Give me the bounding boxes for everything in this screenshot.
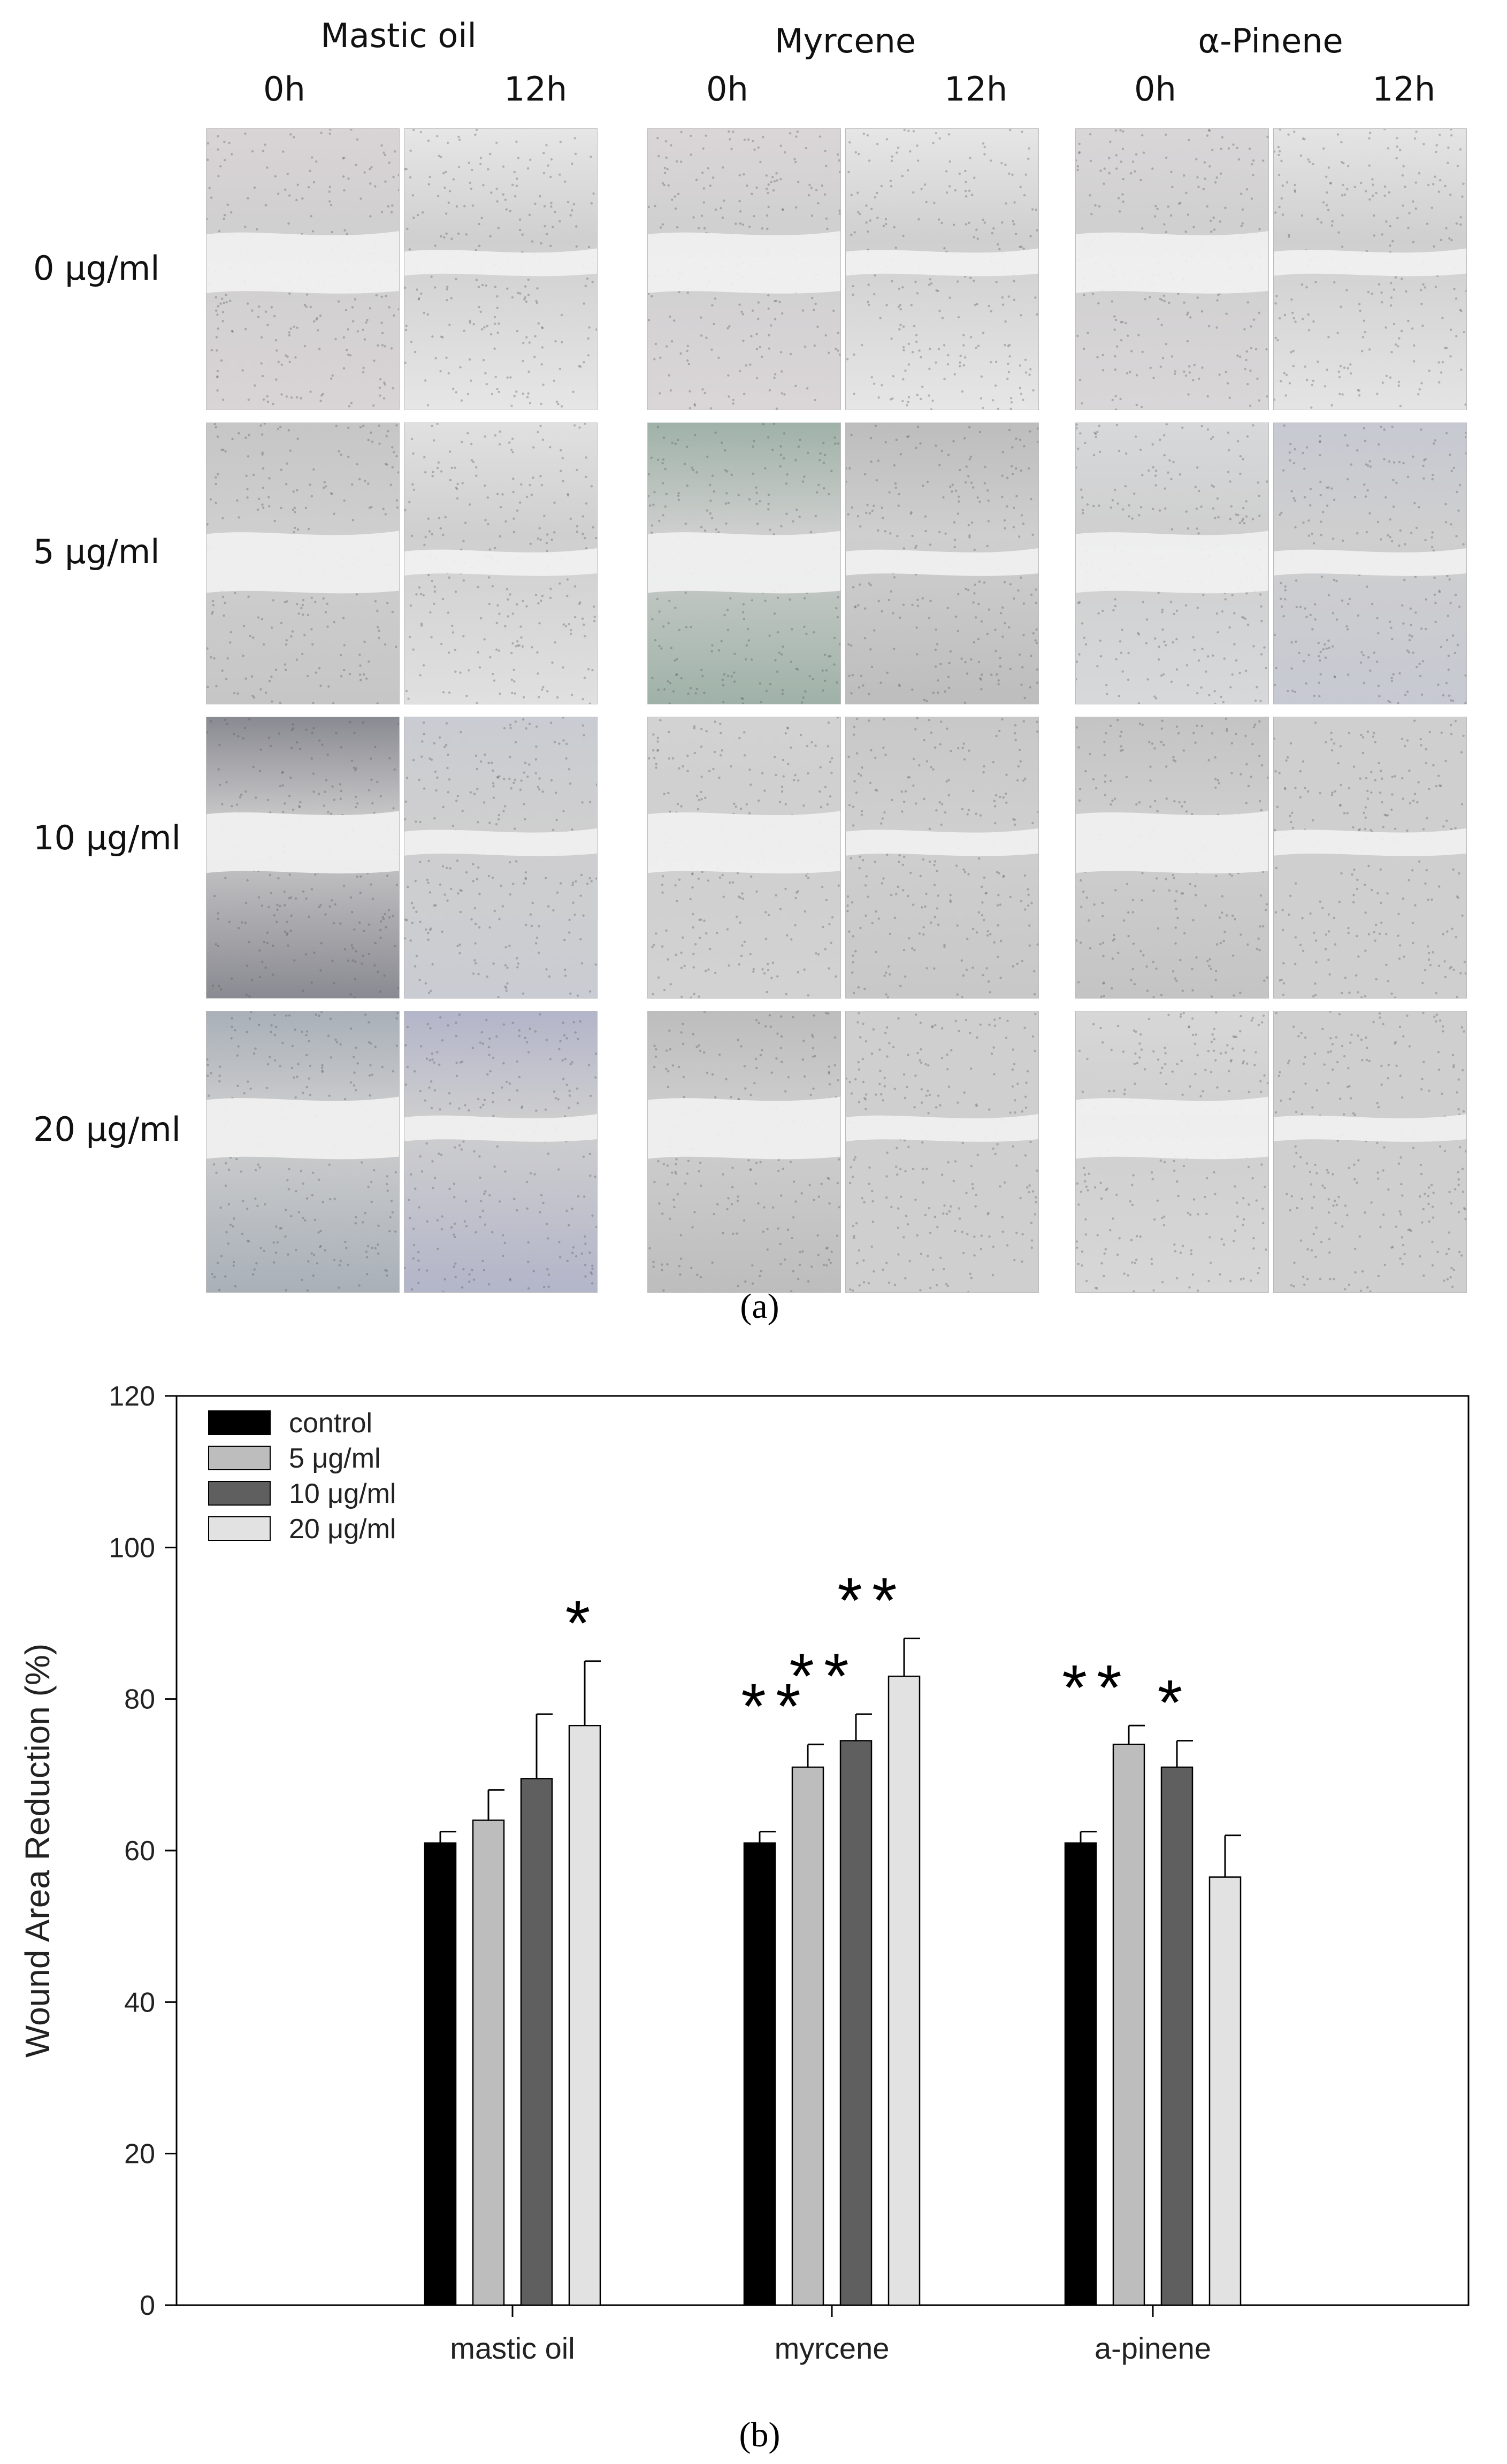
micrograph-image	[404, 423, 598, 704]
bar	[520, 1778, 553, 2306]
bar	[743, 1842, 776, 2306]
micrograph-image	[404, 717, 598, 999]
bar	[1160, 1766, 1194, 2306]
micrograph-image	[1075, 1011, 1269, 1293]
legend-swatch	[208, 1516, 271, 1541]
micrograph-image	[206, 423, 400, 704]
micrograph-image	[404, 1011, 598, 1293]
legend-swatch	[208, 1446, 271, 1470]
panel-a-caption: (a)	[740, 1287, 779, 1326]
row-label-0: 0 μg/ml	[33, 249, 160, 288]
significance-marker: *	[565, 1587, 600, 1659]
micrograph-image	[845, 128, 1039, 410]
micrograph-image	[647, 128, 841, 410]
x-tick-label: myrcene	[775, 2331, 890, 2365]
significance-marker: **	[837, 1564, 906, 1636]
time-label-12h: 12h	[944, 70, 1008, 109]
micrograph-image	[647, 717, 841, 999]
bar	[472, 1820, 505, 2306]
micrograph-image	[1273, 717, 1467, 999]
x-tick-label: mastic oil	[450, 2331, 575, 2365]
bar	[791, 1766, 824, 2306]
y-tick-label: 120	[109, 1381, 155, 1412]
bar	[839, 1740, 873, 2306]
panel-b-caption: (b)	[739, 2415, 781, 2454]
micrograph-image	[404, 128, 598, 410]
micrograph-image	[1273, 423, 1467, 704]
row-label-5: 5 μg/ml	[33, 532, 160, 571]
bar	[1064, 1842, 1097, 2306]
micrograph-image	[206, 128, 400, 410]
y-tick-label: 100	[109, 1532, 155, 1563]
x-tick-label: a-pinene	[1095, 2331, 1211, 2365]
bar	[568, 1725, 601, 2306]
legend-label: 20 μg/ml	[289, 1514, 396, 1545]
bar-chart: 0 20 40 60 80 100 120 Wound Area Reduction (%) m…	[18, 1381, 1470, 2365]
micrograph-image	[1075, 423, 1269, 704]
legend-label: 5 μg/ml	[289, 1443, 381, 1474]
micrograph-image	[1075, 128, 1269, 410]
bar	[1208, 1876, 1242, 2306]
significance-marker: **	[1062, 1652, 1131, 1723]
row-label-10: 10 μg/ml	[33, 818, 181, 857]
y-tick-label: 20	[124, 2139, 155, 2170]
legend-swatch	[208, 1481, 271, 1506]
time-label-0h: 0h	[1134, 70, 1176, 109]
legend-swatch	[208, 1410, 271, 1435]
group-title-alpha-pinene: α-Pinene	[1198, 21, 1343, 60]
micrograph-image	[845, 1011, 1039, 1293]
micrograph-image	[647, 423, 841, 704]
y-axis-label: Wound Area Reduction (%)	[18, 1644, 57, 2058]
micrograph-image	[1273, 1011, 1467, 1293]
significance-marker: **	[741, 1671, 810, 1743]
legend-label: control	[289, 1408, 372, 1439]
time-label-0h: 0h	[263, 70, 305, 109]
bar	[1112, 1744, 1145, 2306]
micrograph-image	[845, 423, 1039, 704]
y-tick-label: 40	[124, 1987, 155, 2018]
bar	[424, 1842, 457, 2306]
group-title-myrcene: Myrcene	[775, 21, 916, 60]
time-label-12h: 12h	[504, 70, 568, 109]
y-tick-label: 80	[124, 1684, 155, 1715]
significance-marker: *	[1158, 1667, 1192, 1739]
group-title-mastic-oil: Mastic oil	[320, 16, 477, 55]
significance-marker: **	[789, 1640, 858, 1712]
time-label-0h: 0h	[706, 70, 748, 109]
micrograph-image	[845, 717, 1039, 999]
y-tick-label: 0	[140, 2290, 155, 2321]
legend-label: 10 μg/ml	[289, 1478, 396, 1509]
micrograph-image	[206, 1011, 400, 1293]
micrograph-image	[206, 717, 400, 999]
row-label-20: 20 μg/ml	[33, 1110, 181, 1149]
time-label-12h: 12h	[1372, 70, 1436, 109]
y-tick-label: 60	[124, 1836, 155, 1867]
bar	[888, 1675, 921, 2306]
micrograph-image	[647, 1011, 841, 1293]
micrograph-image	[1273, 128, 1467, 410]
micrograph-image	[1075, 717, 1269, 999]
